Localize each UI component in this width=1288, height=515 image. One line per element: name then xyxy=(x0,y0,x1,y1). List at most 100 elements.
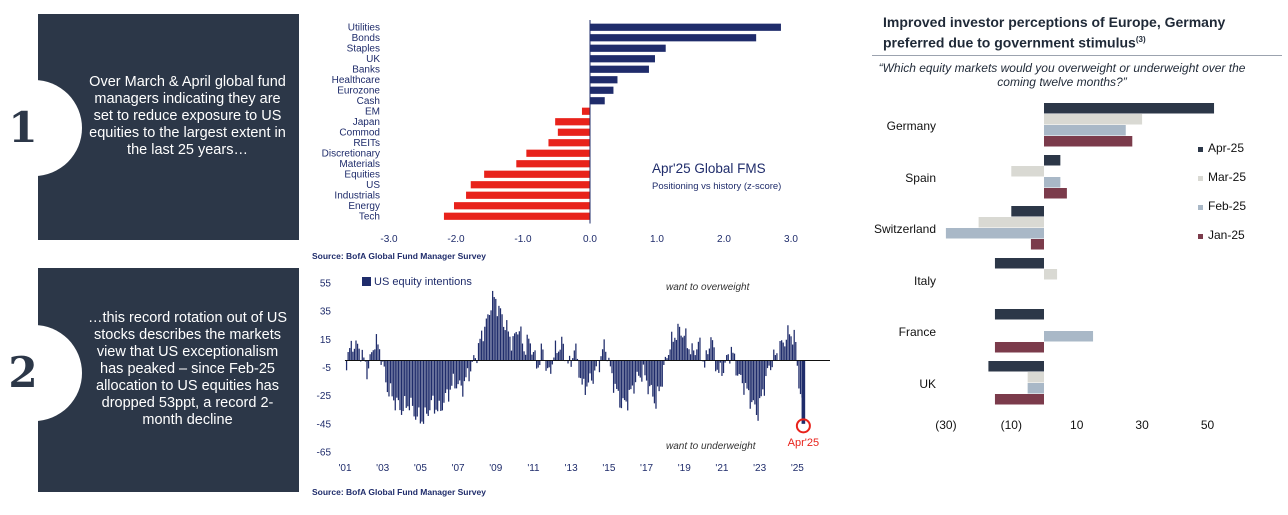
bar xyxy=(568,355,571,361)
category-label: Italy xyxy=(914,274,936,288)
bar xyxy=(493,297,495,361)
bar xyxy=(590,65,649,73)
bar xyxy=(645,360,648,381)
bar xyxy=(540,343,542,361)
bar xyxy=(707,354,709,361)
bar xyxy=(611,360,613,374)
y-tick-label: -5 xyxy=(322,363,331,374)
bar xyxy=(1027,372,1044,383)
bar xyxy=(466,360,469,369)
category-label: Spain xyxy=(905,171,936,185)
bar xyxy=(430,360,433,401)
bar xyxy=(735,360,737,376)
bar xyxy=(433,360,436,414)
bar xyxy=(531,354,533,361)
bar xyxy=(369,354,371,361)
y-tick-label: -45 xyxy=(317,419,332,430)
bar xyxy=(726,355,728,361)
category-label: REITs xyxy=(353,138,380,149)
bar xyxy=(782,342,784,361)
bar xyxy=(945,228,1044,239)
category-label: Industrials xyxy=(334,190,380,201)
bar xyxy=(713,347,715,361)
bar xyxy=(545,360,547,371)
bar xyxy=(523,351,525,361)
y-tick-label: 15 xyxy=(320,335,332,346)
bar xyxy=(650,360,652,385)
bar xyxy=(785,339,787,361)
x-tick-label: '25 xyxy=(791,463,804,474)
bar xyxy=(787,325,789,361)
bar xyxy=(724,360,726,363)
bar xyxy=(672,341,674,361)
bar xyxy=(477,343,480,361)
bar xyxy=(448,360,450,402)
category-label: Bonds xyxy=(352,33,380,44)
bar xyxy=(453,202,590,210)
bar xyxy=(727,354,729,361)
bar xyxy=(801,360,806,424)
bar xyxy=(1044,188,1067,199)
bar xyxy=(410,360,412,398)
bar xyxy=(415,360,417,420)
bar xyxy=(674,337,676,361)
bar xyxy=(796,360,798,366)
bar xyxy=(391,360,393,397)
bar xyxy=(482,341,484,361)
bar xyxy=(766,360,769,369)
bar xyxy=(521,343,524,361)
bar xyxy=(506,320,508,361)
bar xyxy=(710,337,712,361)
chart3-title-text: Improved investor perceptions of Europe,… xyxy=(883,14,1226,51)
category-label: Healthcare xyxy=(332,75,381,86)
bar xyxy=(697,341,700,361)
bar xyxy=(465,360,467,378)
category-label: Switzerland xyxy=(874,222,936,236)
bar xyxy=(528,338,530,361)
bar xyxy=(372,350,374,361)
legend-swatch xyxy=(1198,176,1203,181)
bar xyxy=(572,358,574,361)
bar xyxy=(507,331,509,361)
bar xyxy=(664,356,667,361)
bar xyxy=(485,318,487,361)
bar xyxy=(488,315,491,361)
bar xyxy=(644,360,646,376)
bar xyxy=(754,360,756,405)
bar xyxy=(715,360,717,372)
bar xyxy=(663,360,665,365)
bar xyxy=(429,360,431,411)
bar xyxy=(988,361,1044,372)
bar xyxy=(755,360,758,416)
y-tick-label: -65 xyxy=(317,448,332,459)
bar xyxy=(454,360,456,389)
bar xyxy=(418,360,420,408)
bar xyxy=(496,316,498,361)
bar xyxy=(733,353,736,361)
category-label: Energy xyxy=(348,201,380,212)
bar xyxy=(514,333,516,361)
x-tick-label: '01 xyxy=(338,463,351,474)
bar xyxy=(680,335,682,361)
bar xyxy=(708,348,711,361)
bar xyxy=(515,331,517,361)
bar xyxy=(419,360,422,424)
bar xyxy=(510,350,513,361)
callout-number-1: 1 xyxy=(0,80,82,176)
bar xyxy=(760,360,762,397)
x-tick-label: '09 xyxy=(489,463,502,474)
bar xyxy=(590,55,655,63)
bar xyxy=(752,360,754,401)
bar xyxy=(638,360,640,376)
bar xyxy=(443,212,590,220)
legend-label: Feb-25 xyxy=(1208,199,1246,213)
bar xyxy=(503,326,505,361)
bar xyxy=(704,360,706,368)
bar xyxy=(1044,155,1061,166)
bar xyxy=(716,360,718,370)
bar xyxy=(696,349,698,361)
bar xyxy=(601,349,604,361)
bar xyxy=(353,348,356,361)
bar xyxy=(586,360,588,387)
bar xyxy=(762,360,764,390)
